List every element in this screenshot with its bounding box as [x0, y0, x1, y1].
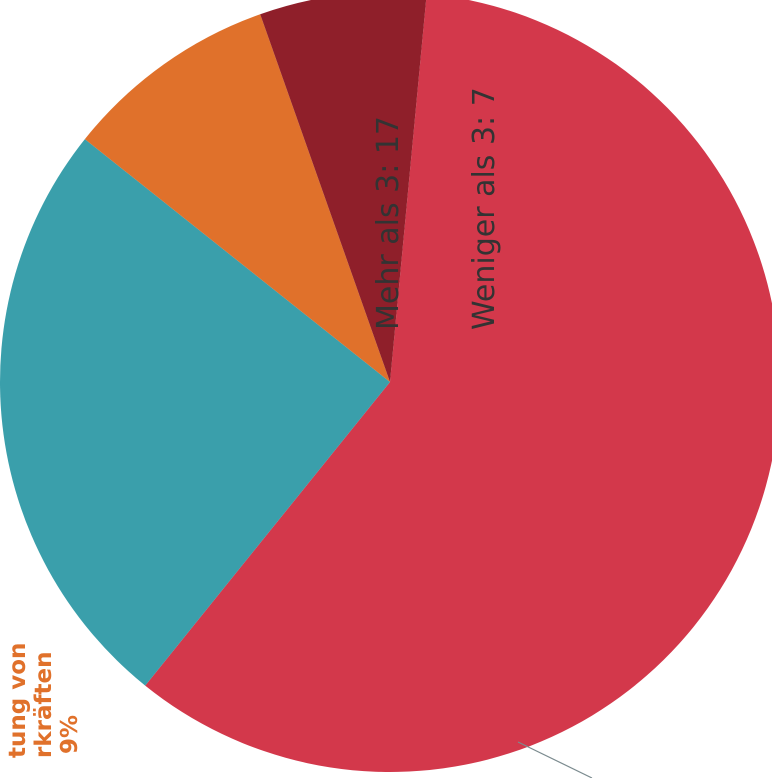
side-label: tung von rkräften 9% [5, 643, 83, 758]
pie-slice-4 [260, 0, 427, 382]
side-label-line-1: tung von [5, 643, 31, 758]
side-label-line-2: rkräften [31, 652, 57, 758]
pie-slice-1 [145, 0, 772, 772]
side-label-line-3: 9% [57, 715, 83, 754]
inner-label-more-than-3: Mehr als 3: 17 [371, 116, 406, 330]
leader-line [517, 741, 593, 778]
pie-slice-2 [0, 139, 391, 686]
inner-label-less-than-3: Weniger als 3: 7 [467, 87, 502, 330]
pie-slice-3 [84, 14, 391, 382]
